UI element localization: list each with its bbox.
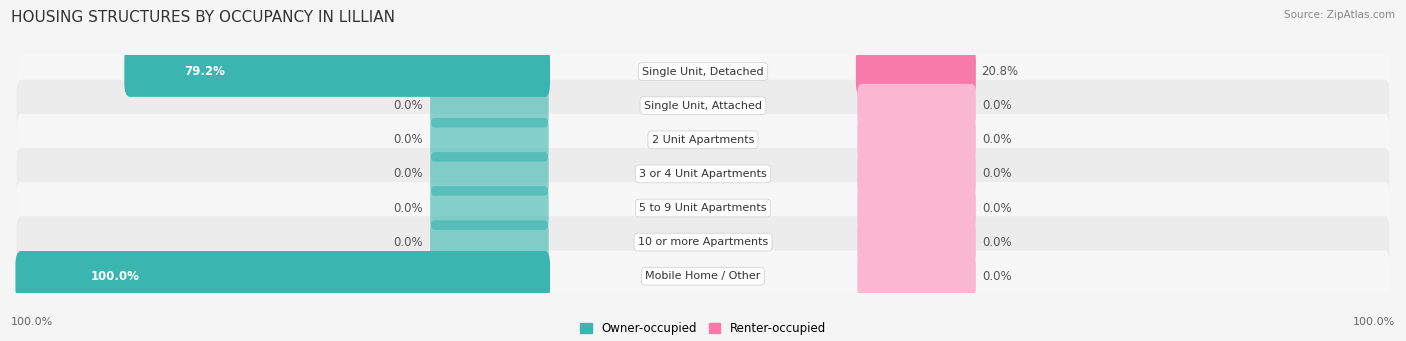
Text: 0.0%: 0.0%: [394, 99, 423, 112]
Text: 5 to 9 Unit Apartments: 5 to 9 Unit Apartments: [640, 203, 766, 213]
Text: 0.0%: 0.0%: [394, 202, 423, 214]
FancyBboxPatch shape: [856, 46, 976, 97]
Text: 10 or more Apartments: 10 or more Apartments: [638, 237, 768, 247]
FancyBboxPatch shape: [17, 46, 1389, 98]
FancyBboxPatch shape: [15, 251, 550, 301]
Text: 0.0%: 0.0%: [394, 167, 423, 180]
Text: 0.0%: 0.0%: [983, 99, 1012, 112]
Text: 0.0%: 0.0%: [983, 167, 1012, 180]
FancyBboxPatch shape: [430, 118, 548, 162]
Text: HOUSING STRUCTURES BY OCCUPANCY IN LILLIAN: HOUSING STRUCTURES BY OCCUPANCY IN LILLI…: [11, 10, 395, 25]
Text: 0.0%: 0.0%: [394, 133, 423, 146]
Legend: Owner-occupied, Renter-occupied: Owner-occupied, Renter-occupied: [575, 317, 831, 340]
Text: 0.0%: 0.0%: [394, 236, 423, 249]
FancyBboxPatch shape: [17, 80, 1389, 132]
Text: 100.0%: 100.0%: [11, 317, 53, 327]
Text: 20.8%: 20.8%: [981, 65, 1018, 78]
FancyBboxPatch shape: [17, 216, 1389, 268]
Text: 2 Unit Apartments: 2 Unit Apartments: [652, 135, 754, 145]
FancyBboxPatch shape: [858, 118, 976, 162]
Text: 100.0%: 100.0%: [91, 270, 139, 283]
FancyBboxPatch shape: [858, 186, 976, 230]
FancyBboxPatch shape: [858, 152, 976, 196]
FancyBboxPatch shape: [17, 148, 1389, 200]
Text: Single Unit, Detached: Single Unit, Detached: [643, 66, 763, 77]
FancyBboxPatch shape: [430, 84, 548, 128]
FancyBboxPatch shape: [858, 220, 976, 264]
FancyBboxPatch shape: [124, 46, 550, 97]
FancyBboxPatch shape: [17, 182, 1389, 234]
Text: Single Unit, Attached: Single Unit, Attached: [644, 101, 762, 111]
FancyBboxPatch shape: [17, 250, 1389, 302]
Text: 0.0%: 0.0%: [983, 133, 1012, 146]
FancyBboxPatch shape: [858, 254, 976, 298]
Text: Source: ZipAtlas.com: Source: ZipAtlas.com: [1284, 10, 1395, 20]
Text: 0.0%: 0.0%: [983, 202, 1012, 214]
Text: 79.2%: 79.2%: [184, 65, 225, 78]
Text: 0.0%: 0.0%: [983, 270, 1012, 283]
FancyBboxPatch shape: [430, 152, 548, 196]
FancyBboxPatch shape: [17, 114, 1389, 166]
FancyBboxPatch shape: [430, 220, 548, 264]
Text: 100.0%: 100.0%: [1353, 317, 1395, 327]
FancyBboxPatch shape: [430, 186, 548, 230]
Text: 3 or 4 Unit Apartments: 3 or 4 Unit Apartments: [640, 169, 766, 179]
FancyBboxPatch shape: [858, 84, 976, 128]
Text: Mobile Home / Other: Mobile Home / Other: [645, 271, 761, 281]
Text: 0.0%: 0.0%: [983, 236, 1012, 249]
